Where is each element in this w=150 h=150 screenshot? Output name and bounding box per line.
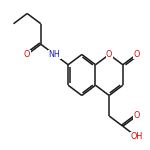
Text: O: O [133,111,140,120]
Text: OH: OH [130,132,143,141]
Text: O: O [133,50,140,59]
Text: O: O [106,50,112,59]
Text: O: O [24,50,30,59]
Text: NH: NH [49,50,60,59]
